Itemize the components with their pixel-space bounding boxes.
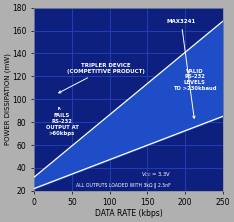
Y-axis label: POWER DISSIPATION (mW): POWER DISSIPATION (mW) <box>4 53 11 145</box>
Text: MAX3241: MAX3241 <box>167 19 196 118</box>
Text: VALID
RS-232
LEVELS
TO >230kbaud: VALID RS-232 LEVELS TO >230kbaud <box>173 69 216 91</box>
Text: ALL OUTPUTS LOADED WITH 3kΩ ‖ 2.5nF: ALL OUTPUTS LOADED WITH 3kΩ ‖ 2.5nF <box>76 182 171 188</box>
Text: TRIPLER DEVICE
(COMPETITIVE PRODUCT): TRIPLER DEVICE (COMPETITIVE PRODUCT) <box>59 63 145 93</box>
Text: $V_{CC}$ = 3.3V: $V_{CC}$ = 3.3V <box>141 170 172 179</box>
X-axis label: DATA RATE (kbps): DATA RATE (kbps) <box>95 209 162 218</box>
Text: FAILS
RS-232
OUTPUT AT
>60kbps: FAILS RS-232 OUTPUT AT >60kbps <box>46 107 79 136</box>
